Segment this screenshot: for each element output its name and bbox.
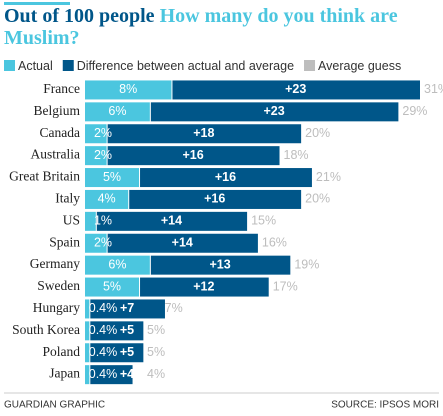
bar-difference — [107, 146, 280, 166]
legend-swatch — [62, 60, 74, 71]
actual-label: 2% — [94, 236, 112, 250]
category-label: South Korea — [12, 322, 80, 337]
bar-difference — [129, 189, 302, 209]
category-label: Belgium — [34, 103, 81, 118]
average-label: 31% — [424, 82, 443, 96]
title: Out of 100 people How many do you think … — [4, 5, 434, 49]
difference-label: +14 — [172, 236, 193, 250]
difference-label: +18 — [193, 126, 214, 140]
bar-difference — [107, 233, 258, 253]
legend-swatch — [304, 60, 316, 71]
difference-label: +23 — [264, 104, 285, 118]
category-label: Great Britain — [9, 169, 80, 184]
legend-label: Actual — [18, 59, 53, 73]
bar-difference — [90, 365, 133, 385]
actual-label: 0.4% — [89, 301, 118, 315]
bar-difference — [150, 102, 399, 122]
average-label: 16% — [262, 236, 287, 250]
actual-label: 1% — [94, 214, 112, 228]
category-label: Sweden — [37, 278, 80, 293]
category-label: Spain — [49, 234, 80, 249]
average-label: 15% — [251, 214, 276, 228]
category-label: Italy — [55, 191, 80, 206]
accent-line — [4, 2, 70, 5]
average-label: 7% — [165, 301, 183, 315]
bar-actual — [85, 189, 129, 209]
actual-label: 0.4% — [89, 345, 118, 359]
title-lead: Out of 100 people — [4, 5, 155, 27]
average-label: 20% — [305, 192, 330, 206]
bar-difference — [90, 343, 144, 363]
actual-label: 5% — [103, 279, 121, 293]
actual-label: 4% — [98, 192, 116, 206]
source: SOURCE: IPSOS MORI — [331, 400, 439, 411]
bar-difference — [96, 211, 248, 231]
bar-difference — [150, 255, 291, 275]
bar-actual — [85, 168, 140, 188]
actual-label: 6% — [108, 104, 126, 118]
category-label: US — [63, 212, 80, 227]
average-label: 19% — [294, 257, 319, 271]
bar-actual — [85, 321, 90, 341]
average-label: 17% — [273, 279, 298, 293]
bar-actual — [85, 343, 90, 363]
difference-label: +16 — [182, 148, 203, 162]
bar-actual — [85, 299, 90, 319]
legend-label: Difference between actual and average — [77, 59, 294, 73]
bar-actual — [85, 146, 107, 166]
bar-difference — [90, 299, 165, 319]
difference-label: +13 — [209, 257, 230, 271]
difference-label: +4 — [120, 367, 134, 381]
average-label: 5% — [147, 345, 165, 359]
category-label: France — [43, 81, 80, 96]
bar-difference — [140, 168, 312, 188]
difference-label: +12 — [193, 279, 214, 293]
title-question: How many do you think are Muslim? — [4, 5, 398, 49]
difference-label: +5 — [120, 323, 134, 337]
difference-label: +5 — [120, 345, 134, 359]
actual-label: 0.4% — [89, 367, 118, 381]
bar-actual — [85, 255, 150, 275]
bar-actual — [85, 80, 172, 100]
average-label: 4% — [147, 367, 165, 381]
bar-actual — [85, 365, 90, 385]
category-label: Poland — [42, 344, 80, 359]
difference-label: +7 — [120, 301, 134, 315]
average-label: 21% — [316, 170, 341, 184]
difference-label: +16 — [204, 192, 225, 206]
bar-difference — [172, 80, 420, 100]
bar-actual — [85, 102, 150, 122]
actual-label: 6% — [108, 257, 126, 271]
average-label: 18% — [284, 148, 309, 162]
legend-label: Average guess — [318, 59, 401, 73]
actual-label: 5% — [103, 170, 121, 184]
average-label: 20% — [305, 126, 330, 140]
bar-difference — [107, 124, 302, 144]
credit: GUARDIAN GRAPHIC — [4, 400, 105, 411]
actual-label: 2% — [94, 148, 112, 162]
difference-label: +23 — [285, 82, 306, 96]
bar-difference — [90, 321, 144, 341]
bar-actual — [85, 211, 96, 231]
difference-label: +16 — [215, 170, 236, 184]
bar-actual — [85, 277, 140, 297]
average-label: 5% — [147, 323, 165, 337]
bar-actual — [85, 233, 107, 253]
legend-swatch — [4, 60, 15, 71]
actual-label: 2% — [94, 126, 112, 140]
bar-actual — [85, 124, 107, 144]
actual-label: 8% — [119, 82, 137, 96]
difference-label: +14 — [161, 214, 182, 228]
category-label: Canada — [40, 125, 80, 140]
category-label: Germany — [30, 256, 80, 271]
average-label: 29% — [402, 104, 427, 118]
category-label: Hungary — [33, 300, 80, 315]
category-label: Australia — [31, 147, 81, 162]
actual-label: 0.4% — [89, 323, 118, 337]
category-label: Japan — [49, 366, 80, 381]
bar-difference — [140, 277, 269, 297]
